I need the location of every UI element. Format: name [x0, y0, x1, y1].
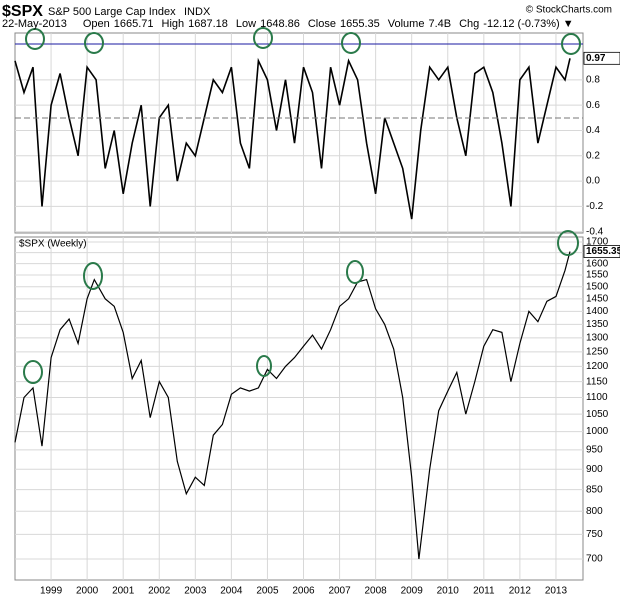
index-name: S&P 500 Large Cap Index	[48, 6, 176, 18]
y-tick-label: 1150	[586, 376, 608, 387]
y-tick-label: 1350	[586, 319, 609, 330]
y-tick-label: 1500	[586, 281, 609, 292]
circle	[256, 355, 272, 377]
y-tick-label: 0.0	[586, 176, 600, 187]
y-tick-label: 1450	[586, 293, 609, 304]
field-value: 1648.86	[260, 18, 300, 30]
y-tick-label: 0.2	[586, 150, 600, 161]
circle	[341, 32, 361, 54]
field-value: -12.12 (-0.73%) ▼	[483, 18, 573, 30]
x-tick-label: 2003	[184, 586, 207, 597]
x-tick-label: 2011	[473, 586, 495, 597]
x-tick-label: 2007	[328, 586, 351, 597]
y-tick-label: 1700	[586, 237, 609, 248]
field-label: Open	[83, 18, 110, 30]
y-tick-label: -0.2	[586, 201, 604, 212]
y-tick-label: 1300	[586, 332, 609, 343]
quote-line: 22-May-2013 Open 1665.71 High 1687.18 Low 1648…	[2, 18, 574, 30]
x-tick-label: 2009	[401, 586, 424, 597]
field-value: 7.4B	[428, 18, 451, 30]
field-label: Volume	[388, 18, 425, 30]
circle	[557, 230, 579, 256]
field-value: 1687.18	[188, 18, 228, 30]
field-label: Low	[236, 18, 256, 30]
x-tick-label: 2005	[256, 586, 279, 597]
field-value: 1665.71	[114, 18, 154, 30]
circle	[84, 32, 104, 54]
y-tick-label: 0.4	[586, 125, 600, 136]
y-tick-label: 900	[586, 464, 603, 475]
value-box	[583, 51, 620, 65]
y-tick-label: 700	[586, 554, 603, 565]
series-line	[14, 57, 571, 220]
y-tick-label: -0.4	[586, 226, 604, 237]
y-tick-label: 1600	[586, 258, 609, 269]
highlight-circles	[23, 27, 581, 384]
value-box	[583, 245, 620, 258]
y-tick-label: 1050	[586, 409, 609, 420]
y-tick-label: 1000	[586, 426, 609, 437]
y-tick-label: 0.6	[586, 100, 600, 111]
series-line	[14, 251, 571, 560]
field-value: 1655.35	[340, 18, 380, 30]
circle	[83, 262, 103, 290]
panel-title: $SPX (Weekly)	[19, 239, 87, 250]
y-tick-label: 1100	[586, 392, 608, 403]
y-tick-label: 1400	[586, 306, 609, 317]
x-tick-label: 2013	[545, 586, 568, 597]
field-label: Chg	[459, 18, 479, 30]
bottom-panel	[14, 236, 584, 581]
x-tick-label: 2006	[292, 586, 315, 597]
y-tick-label: 1250	[586, 346, 609, 357]
top-panel	[14, 32, 584, 234]
x-tick-label: 2002	[148, 586, 171, 597]
x-tick-label: 2012	[509, 586, 532, 597]
x-tick-label: 2001	[112, 586, 135, 597]
circle	[23, 360, 43, 384]
y-tick-label: 0.8	[586, 74, 600, 85]
circle	[253, 27, 273, 49]
y-tick-label: 850	[586, 484, 603, 495]
y-tick-label: 800	[586, 506, 603, 517]
x-tick-label: 2004	[220, 586, 243, 597]
circle	[346, 260, 364, 284]
last-value-label: 1655.35	[586, 246, 620, 257]
y-tick-label: 950	[586, 445, 603, 456]
exchange: INDX	[184, 6, 211, 18]
x-tick-label: 1999	[40, 586, 63, 597]
field-label: High	[162, 18, 185, 30]
date: 22-May-2013	[2, 18, 67, 30]
circle	[561, 33, 581, 55]
x-tick-label: 2008	[365, 586, 388, 597]
y-tick-label: 1550	[586, 270, 609, 281]
x-tick-label: 2010	[437, 586, 460, 597]
y-tick-label: 750	[586, 529, 603, 540]
circle	[25, 28, 45, 50]
last-value-label: 0.97	[586, 53, 606, 64]
y-tick-label: 1200	[586, 361, 609, 372]
plot-layer: -0.4 -0.2 0.0 0.2 0.4 0.6 0.8 0.97 700 750 800 850 9…	[14, 33, 620, 597]
field-label: Close	[308, 18, 336, 30]
symbol: $SPX	[2, 3, 43, 20]
x-tick-label: 2000	[76, 586, 99, 597]
credit: © StockCharts.com	[526, 5, 612, 16]
